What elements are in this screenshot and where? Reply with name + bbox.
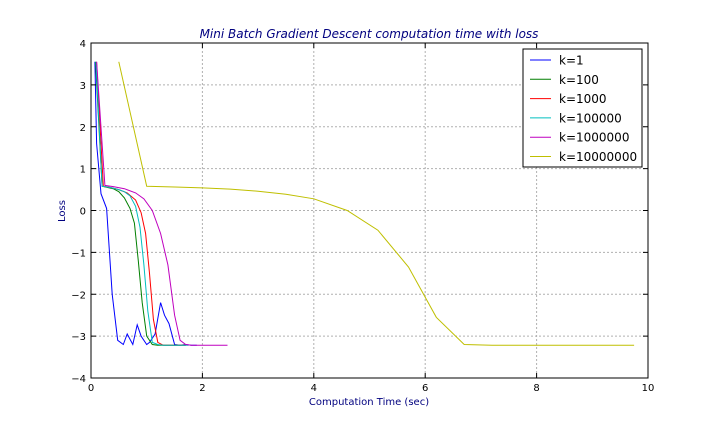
y-tick-label: −2 — [71, 290, 86, 301]
y-tick-label: 2 — [80, 123, 86, 134]
legend-label: k=1000 — [559, 92, 607, 106]
x-tick-label: 2 — [199, 383, 205, 394]
y-tick-label: −1 — [71, 248, 86, 259]
y-tick-label: 3 — [80, 81, 86, 92]
series-line-5 — [96, 61, 228, 346]
y-tick-label: 0 — [80, 207, 86, 218]
x-tick-label: 10 — [642, 383, 655, 394]
chart-title: Mini Batch Gradient Descent computation … — [200, 27, 539, 41]
series-line-1 — [94, 61, 197, 346]
series-line-4 — [95, 61, 189, 346]
y-tick-label: −3 — [71, 332, 86, 343]
x-tick-label: 6 — [422, 383, 428, 394]
y-tick-label: −4 — [71, 374, 86, 385]
axis-ticks: 0 2 4 6 8 10 −4 −3 −2 −1 0 1 2 3 4 — [71, 39, 654, 394]
legend-label: k=1 — [559, 54, 584, 68]
x-tick-label: 4 — [311, 383, 317, 394]
legend-box — [522, 48, 643, 168]
x-tick-label: 0 — [88, 383, 94, 394]
legend-label: k=1000000 — [559, 131, 629, 145]
legend-label: k=100000 — [559, 111, 622, 125]
y-tick-label: 1 — [80, 165, 86, 176]
x-tick-label: 8 — [533, 383, 539, 394]
legend-label: k=100 — [559, 73, 599, 87]
legend: k=1 k=100 k=1000 k=100000 k=1000000 k=1000000… — [522, 48, 643, 168]
y-axis-label: Loss — [57, 200, 68, 222]
series-line-3 — [96, 61, 186, 346]
y-tick-label: 4 — [80, 39, 86, 50]
legend-label: k=10000000 — [559, 150, 637, 164]
series-line-2 — [95, 61, 186, 346]
plot-area — [94, 61, 635, 346]
x-axis-label: Computation Time (sec) — [309, 397, 429, 408]
series-line-6 — [118, 61, 635, 346]
